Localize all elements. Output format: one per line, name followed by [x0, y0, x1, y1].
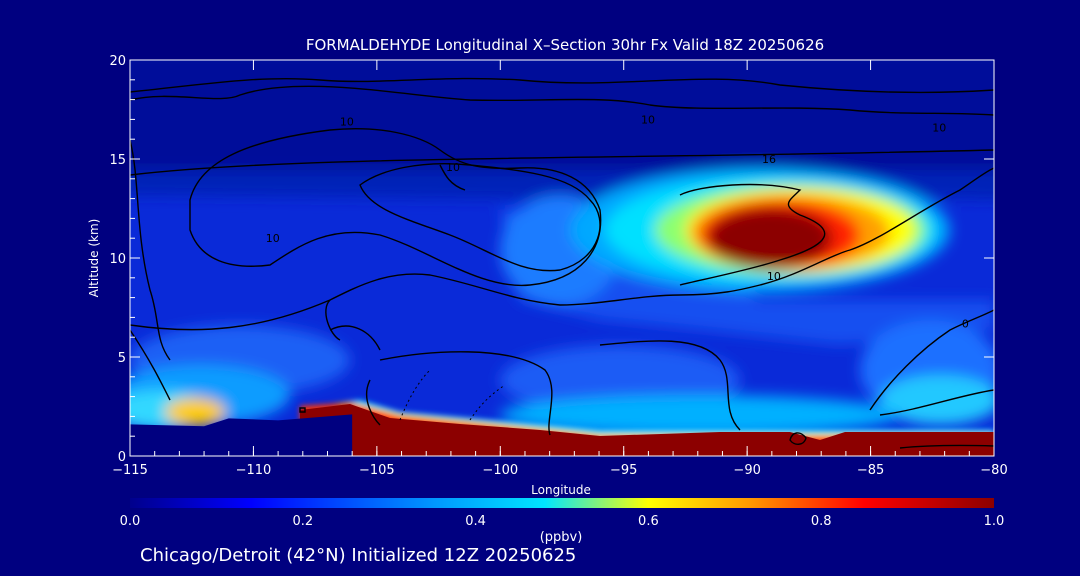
- y-tick-label: 15: [109, 153, 126, 168]
- x-axis-label: Longitude: [531, 483, 591, 497]
- x-tick-label: −105: [359, 463, 395, 478]
- x-tick-label: −110: [236, 463, 272, 478]
- colorbar-tick-label: 0.2: [292, 514, 313, 529]
- y-tick-label: 20: [109, 54, 126, 69]
- colorbar-tick-label: 1.0: [984, 514, 1005, 529]
- contour-label-group: 10 10 10 10 10 10 16 0: [266, 113, 969, 330]
- colorbar-tick-label: 0.0: [120, 514, 141, 529]
- heatmap-blobs: [130, 60, 994, 435]
- x-axis: −115 −110 −105 −100 −95 −90 −85 −80: [112, 60, 1008, 478]
- y-axis: 0 5 10 15 20: [109, 54, 994, 465]
- colorbar-label: (ppbv): [540, 530, 583, 545]
- colorbar-ticks: 0.0 0.2 0.4 0.6 0.8 1.0: [120, 514, 1005, 529]
- contour-label: 10: [340, 115, 354, 128]
- y-axis-label: Altitude (km): [87, 219, 101, 298]
- x-tick-label: −95: [610, 463, 637, 478]
- x-tick-label: −85: [857, 463, 884, 478]
- x-tick-label: −115: [112, 463, 148, 478]
- contour-label: 10: [446, 161, 460, 174]
- y-tick-label: 10: [109, 252, 126, 267]
- contour-lines: [130, 77, 994, 449]
- chart-title: FORMALDEHYDE Longitudinal X–Section 30hr…: [306, 36, 824, 54]
- contour-label: 10: [932, 121, 946, 134]
- contour-label: 10: [767, 270, 781, 283]
- colorbar-tick-label: 0.8: [811, 514, 832, 529]
- contour-label: 10: [641, 113, 655, 126]
- contour-label: 16: [762, 153, 776, 166]
- footer-text: Chicago/Detroit (42°N) Initialized 12Z 2…: [140, 545, 576, 566]
- boundary-layer-core: [300, 404, 994, 456]
- x-tick-label: −80: [980, 463, 1007, 478]
- colorbar: [130, 498, 994, 508]
- y-tick-label: 5: [118, 351, 126, 366]
- x-tick-label: −100: [482, 463, 518, 478]
- terrain-mask: [130, 414, 353, 456]
- x-tick-label: −90: [733, 463, 760, 478]
- contour-label: 10: [266, 232, 280, 245]
- colorbar-tick-label: 0.4: [465, 514, 486, 529]
- contour-label: 0: [962, 317, 969, 330]
- y-tick-label: 0: [118, 450, 126, 465]
- heatmap-field: 10 10 10 10 10 10 16 0: [130, 60, 994, 456]
- colorbar-tick-label: 0.6: [638, 514, 659, 529]
- dotted-contours: [399, 369, 506, 421]
